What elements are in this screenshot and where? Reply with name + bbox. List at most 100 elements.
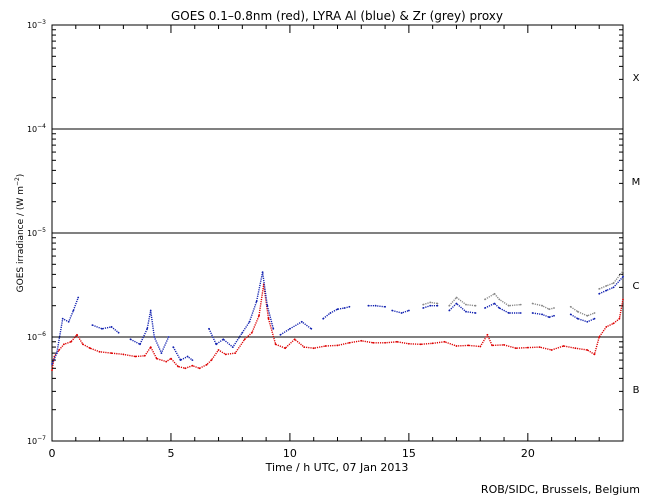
data-point [519, 303, 522, 306]
data-point [391, 309, 394, 312]
x-tick-label: 20 [521, 447, 535, 460]
data-point [400, 312, 403, 314]
series-line [532, 312, 555, 318]
data-point [384, 341, 386, 344]
data-point [612, 286, 615, 289]
data-point [562, 345, 565, 347]
data-point [448, 309, 451, 312]
data-point [422, 303, 425, 306]
flare-threshold-lines [52, 128, 623, 338]
data-point [419, 343, 422, 346]
series-line [532, 302, 555, 310]
data-point [77, 296, 80, 299]
data-point [569, 313, 572, 316]
data-point [310, 327, 313, 330]
series-1 [51, 271, 624, 365]
data-point [274, 343, 277, 346]
data-point [372, 341, 375, 344]
data-point [167, 336, 170, 338]
data-point [266, 304, 269, 307]
data-point [234, 352, 237, 354]
flare-class-labels: X M C B [632, 73, 641, 396]
data-point [63, 343, 65, 346]
data-point [548, 308, 551, 311]
data-point [224, 353, 227, 356]
data-point [217, 349, 220, 351]
data-point [586, 320, 589, 323]
series-line [392, 309, 410, 314]
data-point [191, 364, 194, 367]
data-point [91, 324, 94, 326]
data-point [191, 359, 194, 361]
data-point [70, 340, 72, 343]
data-point [205, 363, 208, 366]
data-point [486, 333, 489, 336]
data-point [165, 360, 168, 363]
series-line [322, 306, 350, 320]
data-point [267, 317, 270, 320]
y-tick-label: 10−5 [27, 227, 46, 238]
data-point [155, 357, 158, 360]
data-point [374, 304, 377, 307]
data-point [208, 327, 210, 330]
data-point [429, 304, 432, 307]
data-series [51, 270, 624, 372]
data-point [467, 344, 470, 347]
data-point [149, 309, 152, 312]
data-point [76, 333, 78, 336]
data-point [177, 365, 180, 368]
data-point [493, 292, 496, 295]
x-tick-label: 15 [402, 447, 416, 460]
data-point [538, 346, 541, 348]
data-point [448, 304, 451, 307]
data-point [612, 282, 615, 284]
data-point [431, 342, 434, 345]
data-point [576, 310, 579, 313]
data-point [98, 350, 101, 353]
series-line [448, 296, 476, 307]
data-point [293, 338, 296, 341]
data-point [598, 288, 601, 290]
x-tick-label: 5 [167, 447, 174, 460]
data-point [336, 344, 339, 347]
data-point [598, 336, 601, 338]
data-point [550, 349, 553, 351]
data-point [61, 317, 64, 320]
y-axis-label-end: ) [16, 174, 26, 178]
data-point [51, 369, 53, 372]
data-point [129, 338, 132, 341]
y-axis-ticks: 10−7 10−6 10−5 10−4 10−3 [27, 19, 623, 446]
y-tick-label: 10−3 [27, 19, 46, 30]
data-point [612, 322, 615, 325]
data-point [455, 302, 458, 305]
data-point [474, 304, 477, 307]
chart-title: GOES 0.1–0.8nm (red), LYRA Al (blue) & Z… [171, 9, 503, 23]
data-point [493, 302, 496, 305]
data-point [241, 331, 244, 334]
data-point [243, 338, 246, 341]
data-point [255, 300, 258, 303]
data-point [117, 331, 120, 334]
data-point [67, 320, 70, 323]
series-line [130, 309, 170, 354]
data-point [548, 316, 551, 319]
data-point [72, 309, 75, 312]
data-point [598, 292, 601, 295]
data-point [329, 312, 332, 314]
series-line [598, 276, 624, 295]
data-point [101, 327, 103, 330]
data-point [110, 326, 113, 328]
data-point [605, 326, 608, 328]
data-point [484, 307, 486, 309]
data-point [396, 340, 398, 343]
data-point [586, 314, 589, 317]
x-tick-label: 0 [49, 447, 56, 460]
data-point [443, 340, 446, 343]
data-point [89, 347, 91, 350]
data-point [484, 298, 486, 301]
data-point [210, 359, 213, 361]
data-point [261, 271, 264, 274]
data-point [519, 312, 522, 314]
data-point [172, 346, 175, 348]
data-point [58, 349, 60, 351]
